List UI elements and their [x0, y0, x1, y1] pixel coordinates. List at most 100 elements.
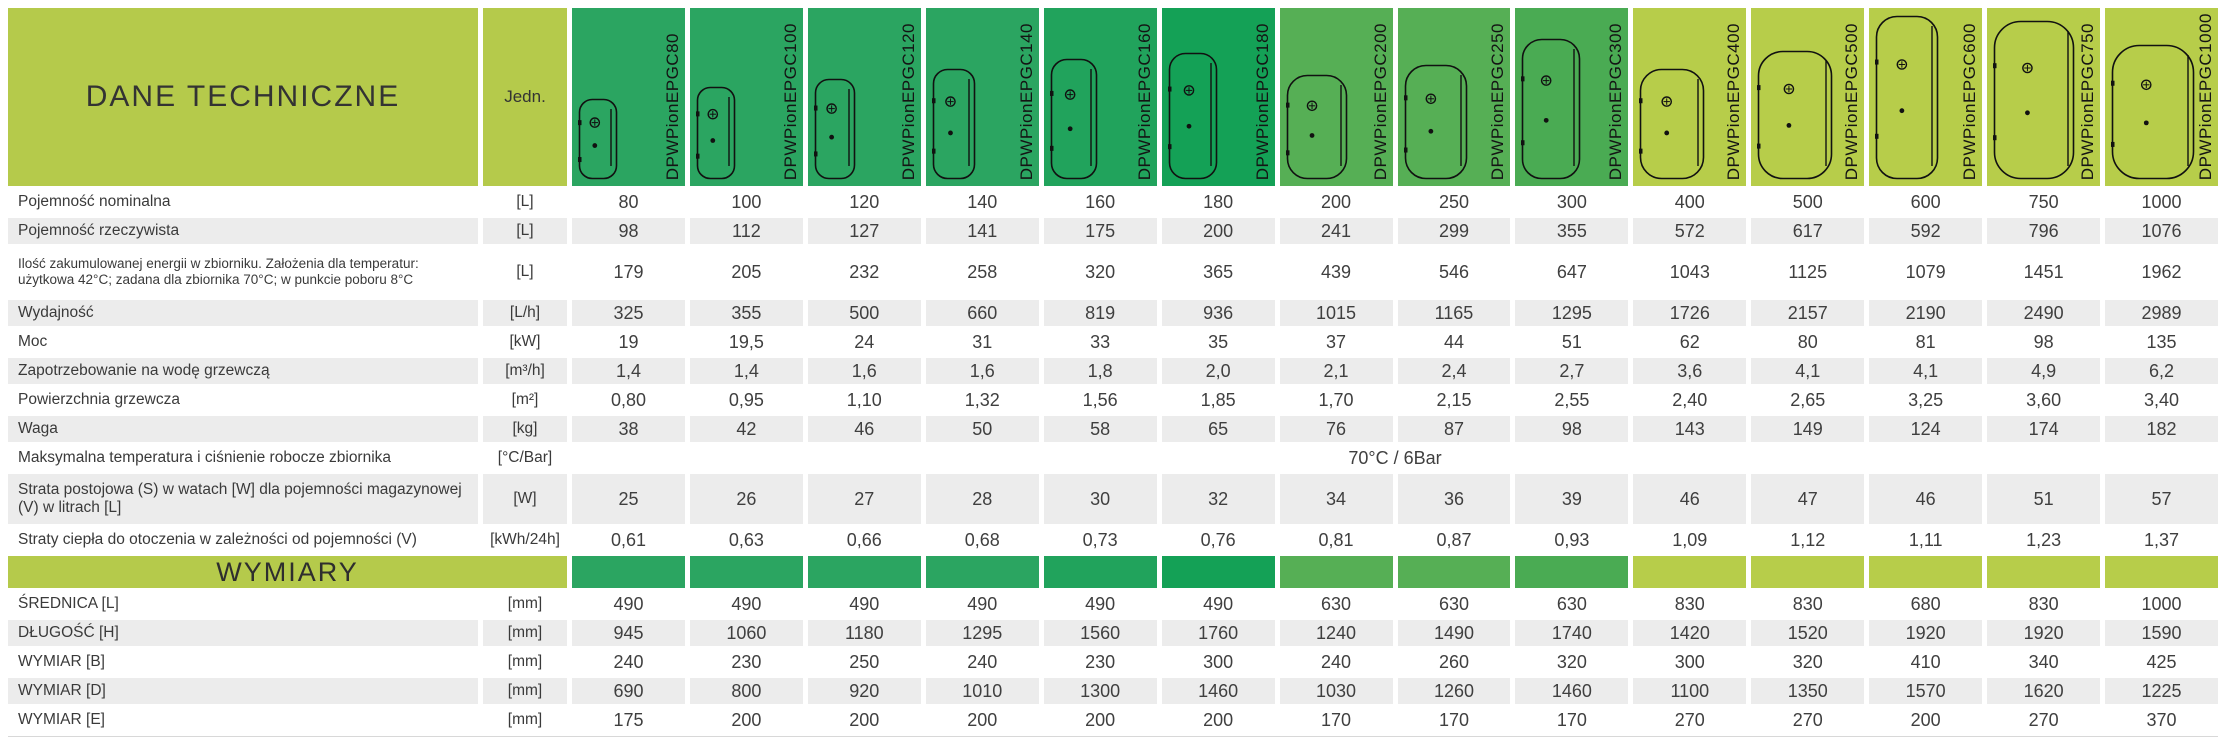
value-cell: 200 — [1203, 709, 1234, 730]
value-cell: 50 — [925, 416, 1039, 442]
column-header: DPWPionEPGC120 — [807, 8, 921, 186]
value-cell: 25 — [572, 474, 685, 524]
value-cell: 1,56 — [1082, 389, 1118, 410]
value-cell: 2,0 — [1161, 358, 1275, 384]
value-cell: 100 — [731, 191, 762, 212]
value-cell: 120 — [849, 191, 880, 212]
dimension-band-cell — [925, 556, 1039, 588]
table-row: Zapotrzebowanie na wodę grzewczą [m³/h] 1,… — [8, 358, 2218, 384]
value-cell: 630 — [1556, 593, 1587, 614]
value-cell: 36 — [1397, 474, 1511, 524]
value-cell: 490 — [1203, 593, 1234, 614]
value-cell: 500 — [807, 300, 921, 326]
value-cell: 19,5 — [728, 331, 764, 352]
value-cell: 200 — [967, 709, 998, 730]
value-cell: 2,7 — [1515, 358, 1629, 384]
table-row: Moc [kW] 19 19,5 24 31 33 35 37 44 51 62 80 81 98 135 — [8, 329, 2218, 355]
value-cell: 1295 — [1515, 300, 1629, 326]
row-label: Moc — [18, 333, 48, 351]
column-header: DPWPionEPGC500 — [1751, 8, 1865, 186]
row-label: Straty ciepła do otoczenia w zależności … — [18, 531, 417, 549]
tank-icon — [1285, 74, 1347, 180]
column-label: DPWPionEPGC180 — [1252, 22, 1272, 180]
dimension-band-cell — [689, 556, 803, 588]
column-label: DPWPionEPGC250 — [1488, 22, 1508, 180]
value-cell: 170 — [1321, 709, 1352, 730]
value-cell: 65 — [1161, 416, 1275, 442]
value-cell: 57 — [2105, 474, 2218, 524]
value-cell: 490 — [613, 593, 644, 614]
column-label: DPWPionEPGC300 — [1606, 22, 1626, 180]
value-cell: 1520 — [1751, 620, 1865, 646]
row-unit: [W] — [483, 474, 567, 524]
value-cell: 1460 — [1161, 678, 1275, 704]
value-cell: 830 — [1674, 593, 1705, 614]
value-cell: 0,73 — [1082, 529, 1118, 550]
column-label: DPWPionEPGC80 — [662, 32, 682, 180]
value-cell: 26 — [689, 474, 803, 524]
value-cell: 690 — [572, 678, 685, 704]
column-label: DPWPionEPGC140 — [1016, 22, 1036, 180]
table-row: Straty ciepła do otoczenia w zależności … — [8, 527, 2218, 553]
value-cell: 200 — [849, 709, 880, 730]
value-cell: 141 — [925, 218, 1039, 244]
tank-icon — [1639, 68, 1705, 180]
unit-column-label: Jedn. — [504, 87, 546, 106]
column-header: DPWPionEPGC250 — [1397, 8, 1511, 186]
value-cell: 1076 — [2105, 218, 2218, 244]
value-cell: 200 — [731, 709, 762, 730]
value-cell: 1726 — [1633, 300, 1747, 326]
value-cell: 143 — [1633, 416, 1747, 442]
value-cell: 46 — [807, 416, 921, 442]
value-cell: 47 — [1751, 474, 1865, 524]
row-unit: [mm] — [483, 620, 567, 646]
table-row: WYMIAR [E] [mm] 175 200 200 200 200 200 170 170 17… — [8, 707, 2218, 733]
value-cell: 546 — [1438, 261, 1469, 282]
value-cell: 1000 — [2141, 191, 2182, 212]
value-cell: 80 — [618, 191, 639, 212]
column-header: DPWPionEPGC1000 — [2105, 8, 2218, 186]
value-cell: 796 — [1987, 218, 2101, 244]
tank-icon — [2111, 44, 2195, 180]
value-cell: 1,6 — [925, 358, 1039, 384]
dimension-band-cell — [1161, 556, 1275, 588]
value-cell: 270 — [1674, 709, 1705, 730]
value-cell: 1,4 — [689, 358, 803, 384]
tank-icon — [578, 98, 618, 180]
value-cell: 200 — [1321, 191, 1352, 212]
value-cell: 1,4 — [572, 358, 685, 384]
table-row: Pojemność rzeczywista [L] 98 112 127 141 175 20… — [8, 218, 2218, 244]
value-cell: 27 — [807, 474, 921, 524]
table-row: Pojemność nominalna [L] 80 100 120 140 160 180 2… — [8, 189, 2218, 215]
value-cell: 1570 — [1869, 678, 1983, 704]
row-label: Zapotrzebowanie na wodę grzewczą — [8, 358, 478, 384]
dimensions-section-header: WYMIARY — [8, 556, 2218, 588]
value-cell: 0,63 — [728, 529, 764, 550]
value-cell: 42 — [689, 416, 803, 442]
merged-value-cell: 70°C / 6Bar — [1348, 447, 1442, 468]
value-cell: 149 — [1751, 416, 1865, 442]
row-unit: [m²] — [511, 391, 539, 408]
value-cell: 76 — [1279, 416, 1393, 442]
value-cell: 19 — [618, 331, 639, 352]
value-cell: 0,68 — [964, 529, 1000, 550]
column-header: DPWPionEPGC600 — [1869, 8, 1983, 186]
column-header: DPWPionEPGC750 — [1987, 8, 2101, 186]
value-cell: 1300 — [1043, 678, 1157, 704]
value-cell: 32 — [1161, 474, 1275, 524]
value-cell: 819 — [1043, 300, 1157, 326]
column-header: DPWPionEPGC400 — [1633, 8, 1747, 186]
row-unit: [°C/Bar] — [497, 449, 553, 466]
value-cell: 410 — [1910, 651, 1941, 672]
column-label: DPWPionEPGC200 — [1370, 22, 1390, 180]
column-header: DPWPionEPGC80 — [572, 8, 685, 186]
table-header: DANE TECHNICZNE Jedn. DPWPionEPGC80 DPWP… — [8, 8, 2218, 186]
value-cell: 4,1 — [1751, 358, 1865, 384]
dimension-band-cell — [1397, 556, 1511, 588]
value-cell: 180 — [1203, 191, 1234, 212]
table-row: ŚREDNICA [L] [mm] 490 490 490 490 490 490 630 630… — [8, 591, 2218, 617]
value-cell: 1060 — [689, 620, 803, 646]
value-cell: 1620 — [1987, 678, 2101, 704]
tank-icon — [1875, 15, 1939, 180]
tank-icon — [1167, 52, 1217, 180]
